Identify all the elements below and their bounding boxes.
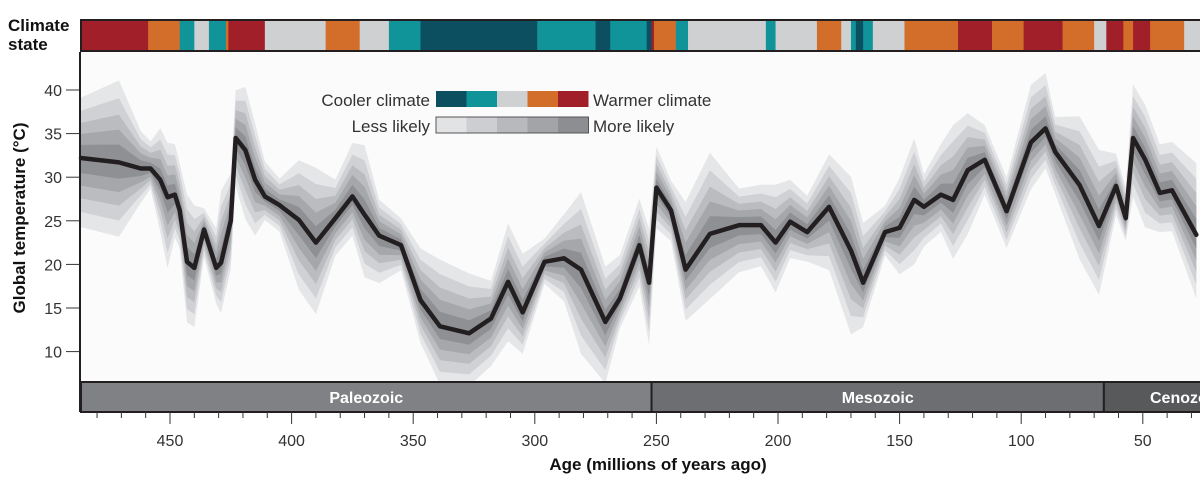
climate-segment-cool — [208, 20, 227, 51]
legend-likelihood-swatch-1 — [436, 117, 467, 133]
legend-likelihood-border — [435, 116, 589, 134]
climate-segment-cool — [179, 20, 195, 51]
climate-segment-cool — [537, 20, 597, 51]
legend-likelihood-scale — [435, 116, 589, 134]
legend-less-likely-label: Less likely — [352, 117, 431, 136]
y-tick-label: 20 — [44, 257, 62, 274]
climate-segment-warm — [904, 20, 959, 51]
legend-climate-swatch-warmest — [558, 91, 589, 107]
climate-segment-warmest — [651, 20, 655, 51]
x-tick-label: 50 — [1134, 433, 1152, 450]
uncertainty-band-2 — [81, 106, 1197, 355]
y-tick-label: 15 — [44, 301, 62, 318]
climate-segment-warm — [1150, 20, 1185, 51]
legend-likelihood-swatch-4 — [527, 117, 558, 133]
legend-climate-swatch-neutral — [497, 91, 528, 107]
climate-segment-warmest — [81, 20, 149, 51]
climate-segment-cool — [388, 20, 421, 51]
climate-segment-cool — [765, 20, 777, 51]
climate-segment-warm — [816, 20, 842, 51]
y-axis: 10 15 20 25 30 35 40 — [44, 83, 79, 362]
legend-likelihood-swatch-5 — [558, 117, 589, 133]
legend-likelihood-swatch-2 — [466, 117, 497, 133]
climate-state-bar — [81, 20, 1200, 51]
climate-segment-warmest — [1133, 20, 1151, 51]
x-axis: 450 400 350 300 250 200 150 100 50 — [96, 412, 1192, 450]
climate-segment-warm — [653, 20, 677, 51]
legend-likelihood-swatch-3 — [497, 117, 528, 133]
legend: Cooler climate Warmer climate Less likel… — [321, 91, 711, 136]
climate-segment-warmest — [1106, 20, 1124, 51]
legend-cooler-label: Cooler climate — [321, 91, 430, 110]
climate-segment-coolest — [595, 20, 611, 51]
climate-segment-neutral — [872, 20, 905, 51]
legend-warmer-label: Warmer climate — [593, 91, 711, 110]
x-tick-label: 300 — [521, 433, 548, 450]
climate-segment-neutral — [194, 20, 210, 51]
climate-segment-neutral — [841, 20, 852, 51]
climate-segment-warmest — [957, 20, 993, 51]
x-axis-title: Age (millions of years ago) — [549, 455, 766, 474]
median-temperature-line — [78, 126, 1199, 336]
median-line-layer — [78, 126, 1199, 336]
climate-segment-coolest — [855, 20, 864, 51]
climate-segment-neutral — [264, 20, 327, 51]
climate-segment-cool — [863, 20, 874, 51]
climate-segment-cool — [850, 20, 857, 51]
x-tick-label: 100 — [1008, 433, 1035, 450]
climate-segment-warm — [148, 20, 181, 51]
legend-climate-swatch-cool — [466, 91, 497, 107]
legend-climate-swatch-warm — [527, 91, 558, 107]
climate-segment-neutral — [1184, 20, 1200, 51]
era-label-paleozoic: Paleozoic — [329, 390, 403, 407]
x-tick-label: 200 — [765, 433, 792, 450]
y-tick-label: 25 — [44, 214, 62, 231]
era-bar: Paleozoic Mesozoic Cenozoic — [80, 381, 1200, 413]
x-tick-label: 450 — [157, 433, 184, 450]
x-tick-label: 400 — [278, 433, 305, 450]
climate-segment-neutral — [359, 20, 390, 51]
climate-segment-warmest — [228, 20, 266, 51]
climate-segment-neutral — [1094, 20, 1107, 51]
climate-segment-warmest — [1023, 20, 1064, 51]
climate-segment-cool — [675, 20, 689, 51]
climate-segment-warm — [1062, 20, 1095, 51]
y-tick-label: 35 — [44, 127, 62, 144]
climate-segment-warm — [325, 20, 361, 51]
era-cenozoic — [1102, 381, 1200, 413]
climate-segment-warm — [1123, 20, 1134, 51]
climate-segment-neutral — [688, 20, 767, 51]
y-axis-title: Global temperature (°C) — [10, 123, 29, 314]
legend-more-likely-label: More likely — [593, 117, 675, 136]
climate-segment-coolest — [646, 20, 653, 51]
climate-state-title-line2: state — [8, 35, 48, 54]
climate-bar-border — [80, 19, 1200, 52]
climate-segment-neutral — [775, 20, 818, 51]
x-tick-label: 150 — [886, 433, 913, 450]
legend-climate-scale — [436, 91, 589, 107]
x-tick-label: 350 — [400, 433, 427, 450]
y-tick-label: 30 — [44, 170, 62, 187]
climate-state-title-line1: Climate — [8, 16, 69, 35]
era-label-mesozoic: Mesozoic — [842, 390, 914, 407]
climate-segment-cool — [610, 20, 648, 51]
climate-segment-coolest — [420, 20, 538, 51]
legend-climate-swatch-coolest — [436, 91, 467, 107]
era-label-cenozoic: Cenozoic — [1150, 390, 1200, 407]
climate-segment-warm — [992, 20, 1025, 51]
era-mesozoic — [650, 381, 1105, 413]
x-tick-label: 250 — [643, 433, 670, 450]
climate-segment-warm — [225, 20, 229, 51]
y-tick-label: 40 — [44, 83, 62, 100]
y-tick-label: 10 — [44, 345, 62, 362]
